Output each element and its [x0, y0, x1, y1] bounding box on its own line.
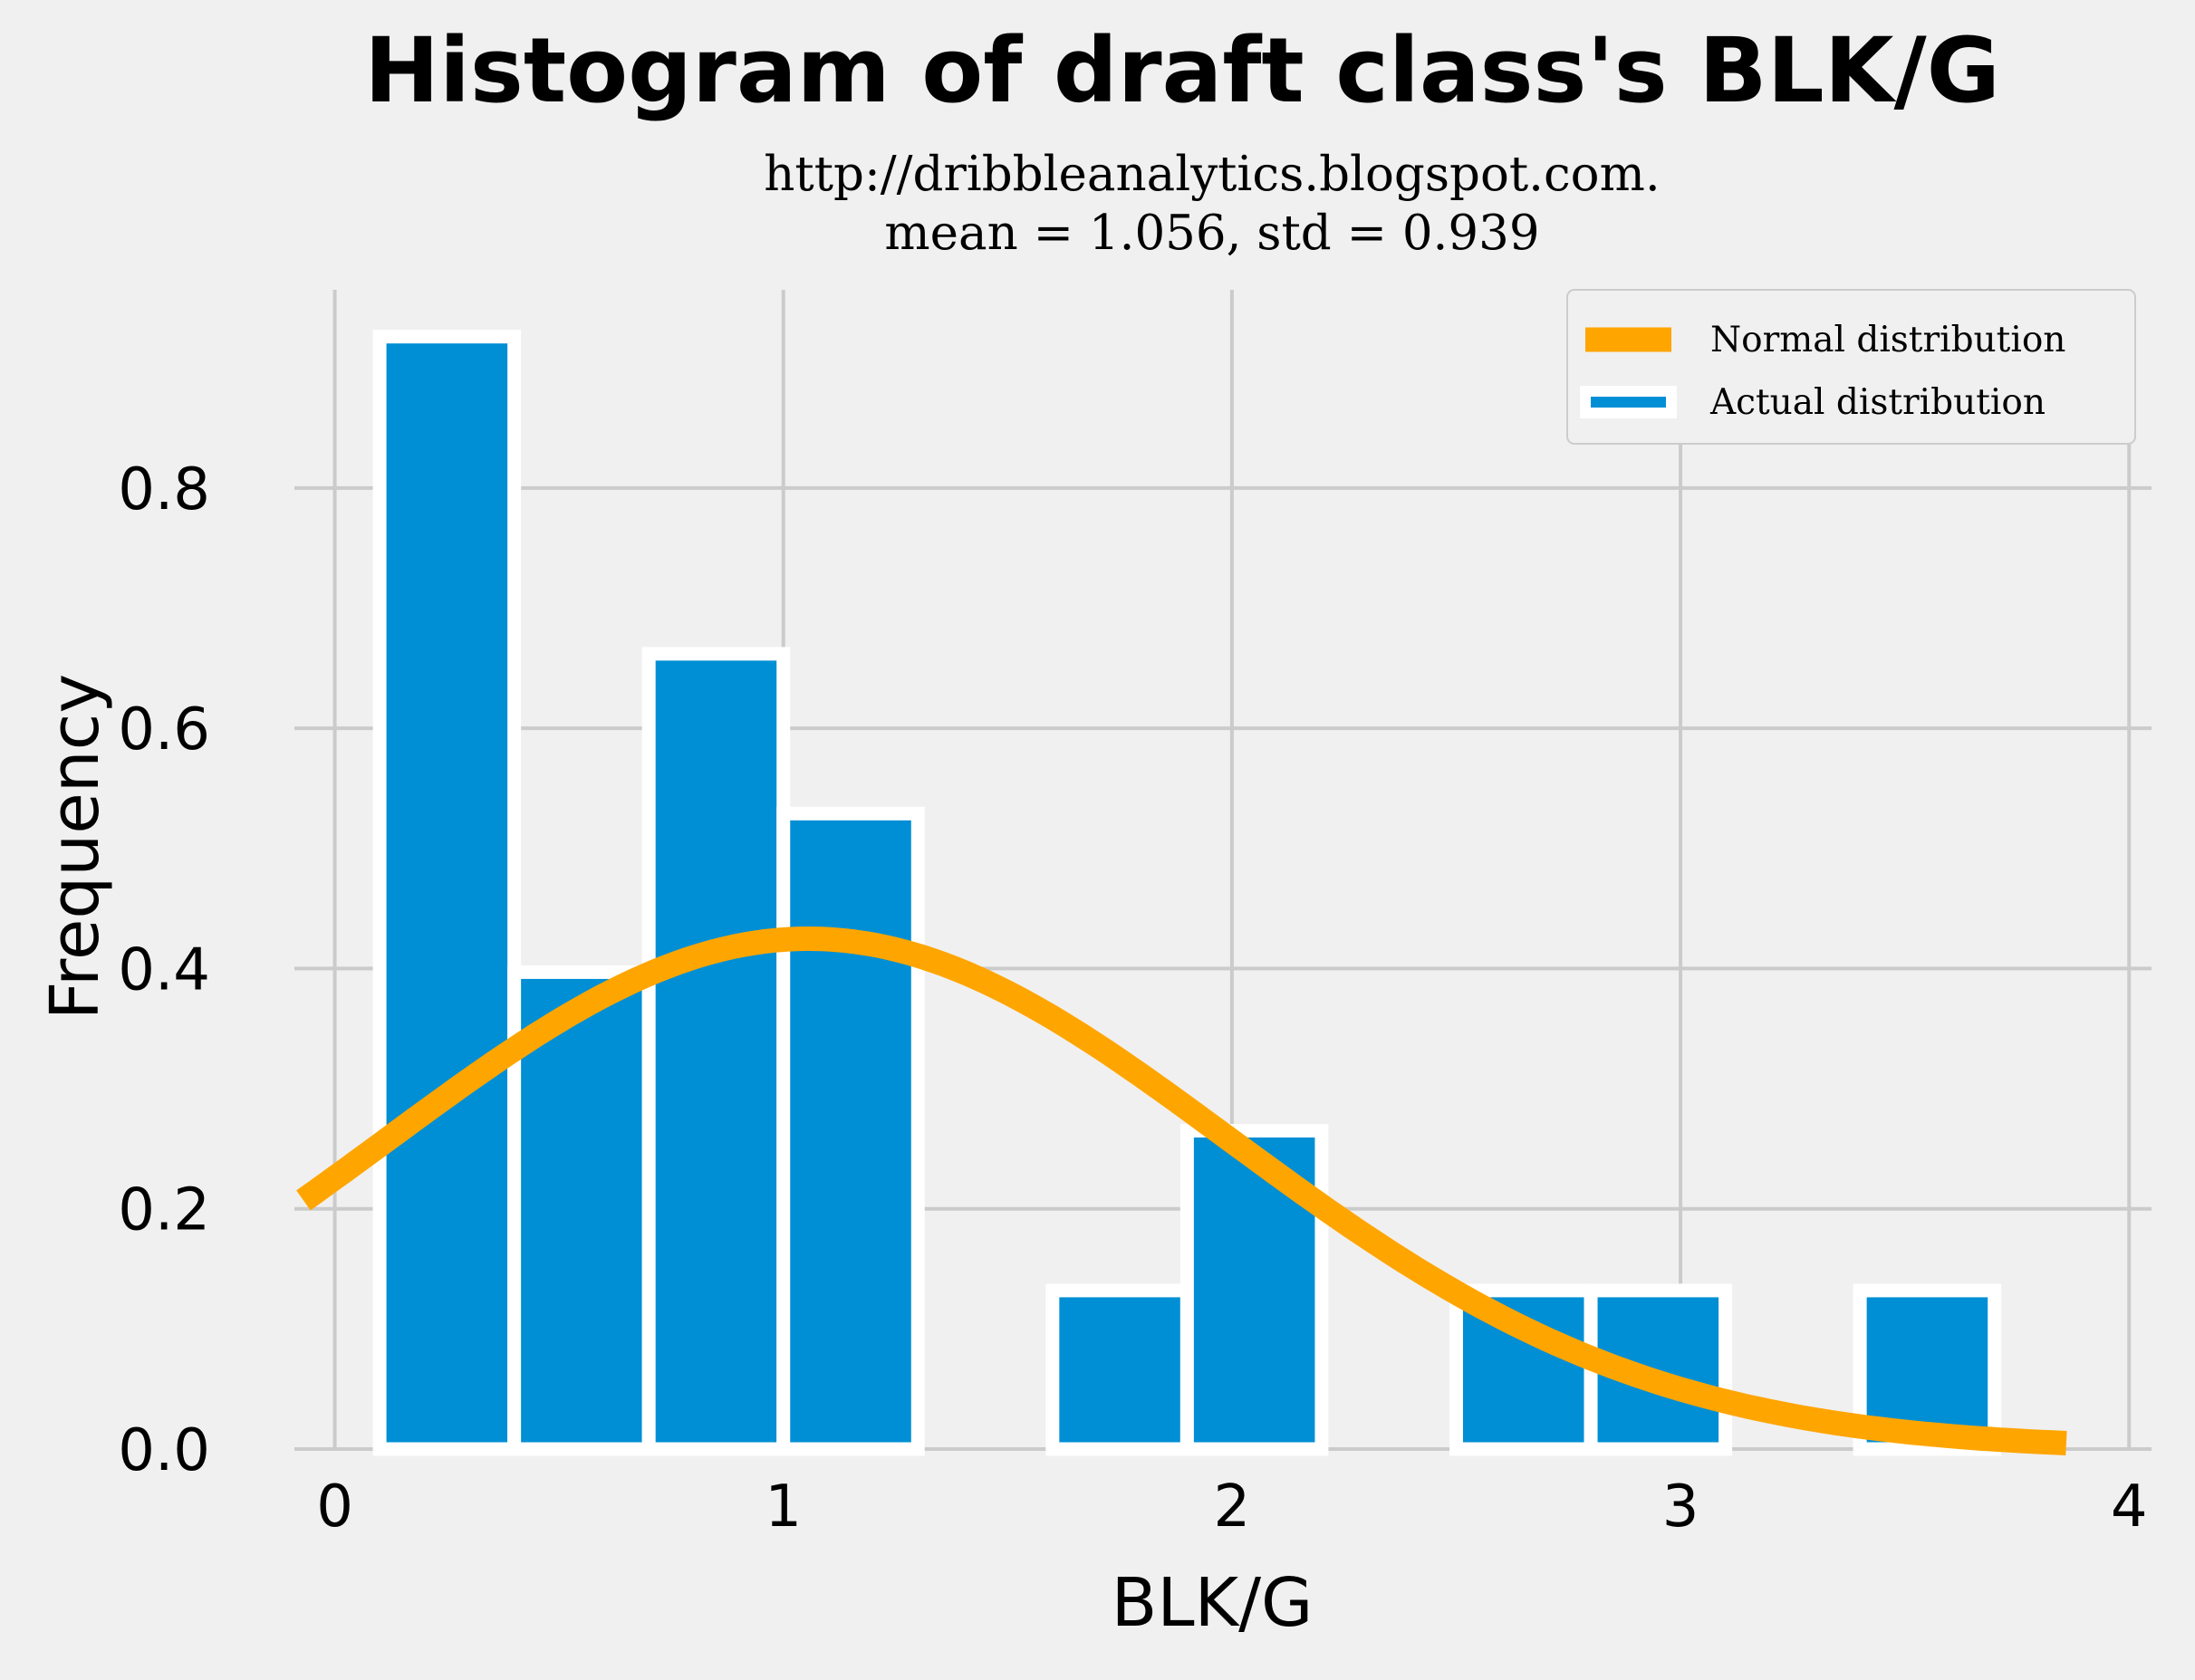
chart-title: Histogram of draft class's BLK/G [364, 19, 2000, 123]
histogram-bar [1045, 1283, 1194, 1456]
x-axis-label: BLK/G [1112, 1564, 1314, 1642]
legend-swatch-actual [1580, 386, 1677, 418]
x-axis-ticks: 0 1 2 3 4 [316, 1474, 2147, 1541]
legend-label-normal: Normal distribution [1710, 320, 2065, 360]
x-tick-label: 4 [2111, 1474, 2148, 1541]
y-tick-label: 0.2 [118, 1177, 210, 1244]
chart-subtitle-line-2: mean = 1.056, std = 0.939 [884, 206, 1539, 261]
x-tick-label: 3 [1662, 1474, 1699, 1541]
y-tick-label: 0.4 [118, 936, 210, 1003]
x-tick-label: 2 [1214, 1474, 1251, 1541]
y-tick-label: 0.6 [118, 696, 210, 763]
histogram-bar [507, 965, 656, 1456]
x-tick-label: 0 [316, 1474, 353, 1541]
y-tick-label: 0.0 [118, 1417, 210, 1484]
histogram-bars [372, 330, 2002, 1456]
legend: Normal distribution Actual distribution [1566, 289, 2136, 445]
normal-curve-line [296, 926, 2068, 1455]
y-axis-label: Frequency [36, 674, 114, 1020]
histogram-bar [641, 647, 791, 1456]
y-tick-label: 0.8 [118, 456, 210, 523]
legend-label-actual: Actual distribution [1709, 382, 2046, 423]
x-tick-label: 1 [765, 1474, 802, 1541]
legend-box [1566, 289, 2136, 445]
chart-subtitle-line-1: http://dribbleanalytics.blogspot.com. [764, 147, 1660, 202]
histogram-bar [372, 330, 522, 1456]
histogram-bar [776, 806, 925, 1456]
y-axis-ticks: 0.0 0.2 0.4 0.6 0.8 [118, 456, 210, 1484]
